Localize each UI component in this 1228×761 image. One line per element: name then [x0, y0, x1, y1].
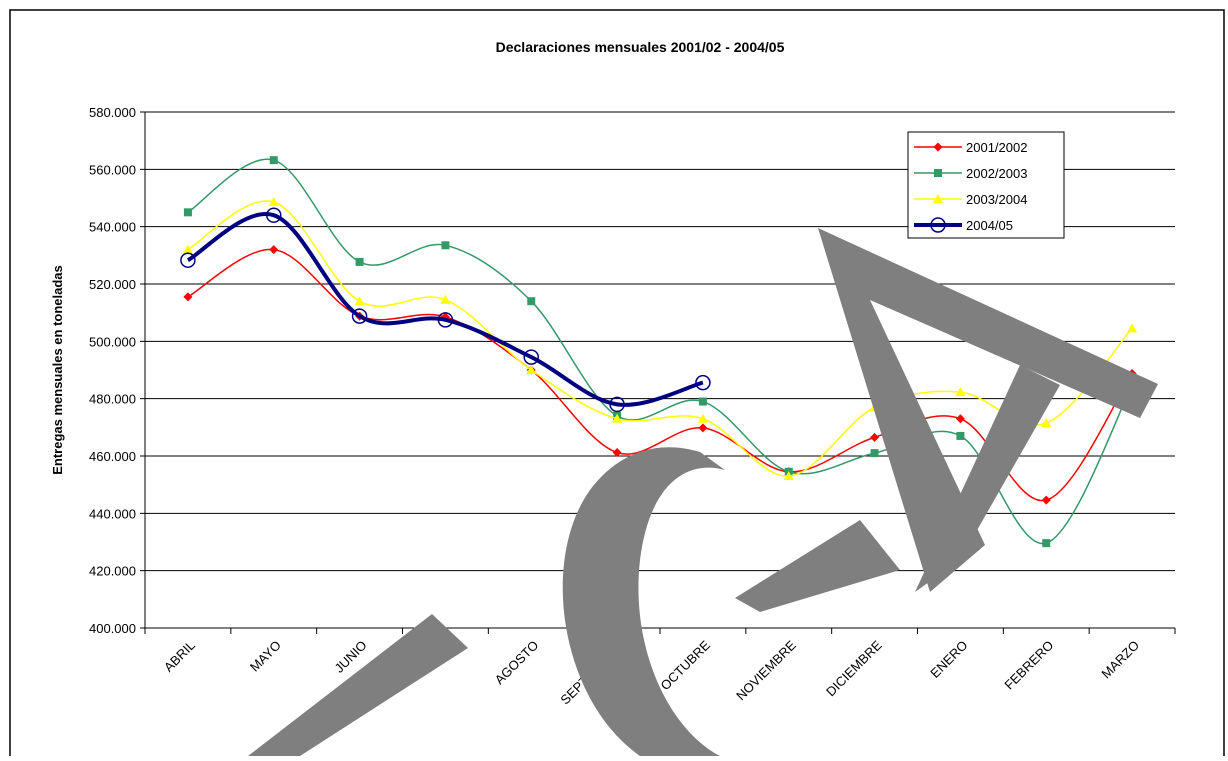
- marker: [934, 169, 942, 177]
- marker: [956, 432, 964, 440]
- marker: [184, 208, 192, 216]
- marker: [871, 449, 879, 457]
- y-tick-label: 440.000: [89, 506, 136, 521]
- y-tick-label: 540.000: [89, 220, 136, 235]
- legend-label: 2002/2003: [966, 166, 1027, 181]
- legend-label: 2003/2004: [966, 192, 1027, 207]
- y-tick-label: 500.000: [89, 334, 136, 349]
- y-tick-label: 520.000: [89, 277, 136, 292]
- chart-title: Declaraciones mensuales 2001/02 - 2004/0…: [496, 39, 785, 55]
- legend-label: 2004/05: [966, 218, 1013, 233]
- y-tick-label: 560.000: [89, 162, 136, 177]
- marker: [699, 398, 707, 406]
- y-tick-label: 420.000: [89, 564, 136, 579]
- y-tick-label: 400.000: [89, 621, 136, 636]
- chart: Declaraciones mensuales 2001/02 - 2004/0…: [0, 0, 1228, 756]
- y-tick-label: 580.000: [89, 105, 136, 120]
- marker: [1042, 539, 1050, 547]
- marker: [270, 156, 278, 164]
- y-tick-label: 460.000: [89, 449, 136, 464]
- marker: [527, 297, 535, 305]
- marker: [441, 241, 449, 249]
- legend-label: 2001/2002: [966, 140, 1027, 155]
- y-tick-label: 480.000: [89, 392, 136, 407]
- y-axis-label: Entregas mensuales en toneladas: [50, 265, 65, 475]
- marker: [356, 258, 364, 266]
